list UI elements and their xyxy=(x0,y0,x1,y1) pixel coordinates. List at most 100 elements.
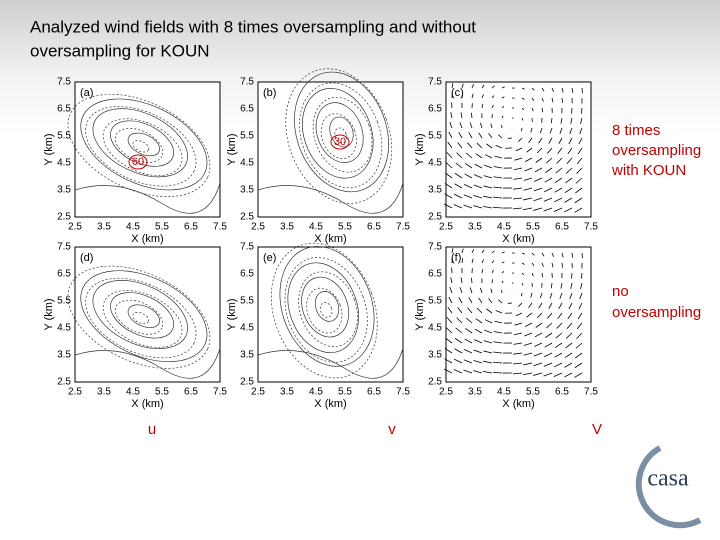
wind-arrow xyxy=(512,207,523,210)
wind-arrow xyxy=(531,97,535,101)
wind-arrow xyxy=(536,312,543,319)
wind-arrow xyxy=(444,358,453,364)
wind-arrow xyxy=(568,137,573,145)
wind-arrow xyxy=(581,252,583,259)
x-tick-label: 6.5 xyxy=(184,222,198,233)
wind-arrow xyxy=(470,112,473,119)
contour xyxy=(85,106,197,187)
wind-arrow xyxy=(445,337,453,344)
panel: (c) 2.5 3.5 4.5 5.5 6.5 7.5 7.5 6.5 5.5 4.5 3.5 2.5 X… xyxy=(414,77,598,245)
wind-arrow xyxy=(494,320,503,324)
wind-arrow xyxy=(501,271,505,274)
y-tick-label: 2.5 xyxy=(57,377,71,388)
wind-arrow xyxy=(474,339,483,344)
y-tick-label: 2.5 xyxy=(57,212,71,223)
wind-arrow xyxy=(558,137,563,145)
wind-arrow xyxy=(444,347,453,354)
wind-arrow xyxy=(533,372,543,376)
wind-arrow xyxy=(456,152,463,159)
annotation-ring xyxy=(128,154,148,170)
wind-arrow xyxy=(534,177,543,182)
wind-arrow xyxy=(493,331,503,334)
wind-arrow xyxy=(559,127,563,134)
contour xyxy=(315,102,364,163)
contour xyxy=(132,140,150,153)
wind-arrow xyxy=(536,147,543,154)
side-note: oversampling xyxy=(612,142,701,159)
y-tick-label: 3.5 xyxy=(57,185,71,196)
wind-arrow xyxy=(463,183,473,189)
wind-arrow xyxy=(518,137,523,142)
wind-arrow xyxy=(548,137,553,144)
plot-frame xyxy=(257,81,404,218)
wind-arrow xyxy=(448,296,453,304)
wind-arrow xyxy=(530,127,533,133)
wind-arrow xyxy=(570,282,573,289)
wind-arrow xyxy=(493,166,503,169)
wind-arrow xyxy=(513,177,523,180)
wind-arrow xyxy=(523,342,533,346)
contour xyxy=(127,304,161,328)
wind-arrow xyxy=(453,369,463,374)
wind-arrow xyxy=(578,302,583,310)
x-tick-label: 5.5 xyxy=(526,222,540,233)
contour xyxy=(306,287,343,334)
wind-arrow xyxy=(446,317,453,324)
wind-arrow xyxy=(513,352,523,355)
y-axis-label: Y (km) xyxy=(414,298,426,330)
wind-arrow xyxy=(541,107,544,113)
wind-arrow xyxy=(534,342,543,347)
wind-arrow xyxy=(481,94,484,99)
wind-arrow xyxy=(576,157,583,165)
wind-arrow xyxy=(515,312,523,317)
panel: (a) 2.5 3.5 4.5 5.5 6.5 7.5 7.5 6.5 5.5 4.5 3.5 2.5 X… xyxy=(43,77,227,245)
wind-arrow xyxy=(567,147,573,155)
x-tick-label: 7.5 xyxy=(396,222,410,233)
y-tick-label: 7.5 xyxy=(240,242,254,253)
wind-arrow xyxy=(521,127,523,132)
wind-arrow xyxy=(531,252,535,256)
x-tick-label: 4.5 xyxy=(309,387,323,398)
wind-arrow xyxy=(491,85,495,89)
x-tick-label: 2.5 xyxy=(439,387,453,398)
wind-arrow xyxy=(513,362,523,365)
contour xyxy=(110,120,174,167)
y-tick-label: 3.5 xyxy=(240,185,254,196)
wind-arrow xyxy=(454,183,463,189)
wind-arrow xyxy=(460,112,463,119)
wind-arrow xyxy=(481,103,484,109)
contour xyxy=(67,265,211,369)
side-note: no xyxy=(612,283,629,300)
wind-arrow xyxy=(544,352,553,358)
wind-arrow xyxy=(483,195,493,199)
wind-arrow xyxy=(488,298,493,304)
wind-arrow xyxy=(455,162,463,169)
wind-arrow xyxy=(554,177,563,184)
wind-arrow xyxy=(565,332,573,339)
wind-arrow xyxy=(533,362,543,367)
wind-arrow xyxy=(467,307,473,314)
x-tick-label: 3.5 xyxy=(280,222,294,233)
x-tick-label: 3.5 xyxy=(468,222,482,233)
y-tick-label: 2.5 xyxy=(240,212,254,223)
wind-arrow xyxy=(575,352,583,359)
wind-arrow xyxy=(539,127,543,134)
x-tick-label: 6.5 xyxy=(184,387,198,398)
side-note: oversampling xyxy=(612,304,701,321)
wind-arrow xyxy=(444,193,453,199)
wind-arrow xyxy=(484,164,493,169)
wind-arrow xyxy=(493,351,503,354)
wind-arrow xyxy=(446,152,453,159)
wind-arrow xyxy=(557,312,563,319)
logo-arc xyxy=(635,445,702,529)
annotation: 60 xyxy=(132,156,144,168)
wind-arrow xyxy=(449,121,453,129)
wind-arrow xyxy=(564,197,573,203)
y-tick-label: 4.5 xyxy=(428,158,442,169)
contour xyxy=(92,108,188,178)
wind-arrow xyxy=(564,352,573,359)
y-tick-label: 6.5 xyxy=(428,269,442,280)
wind-arrow xyxy=(484,319,493,324)
y-tick-label: 5.5 xyxy=(240,131,254,142)
contour xyxy=(102,118,183,176)
